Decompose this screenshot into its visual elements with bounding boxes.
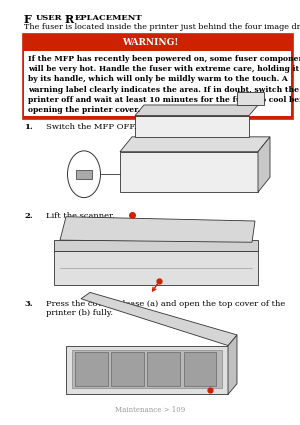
Text: Lift the scanner.: Lift the scanner. (46, 212, 115, 221)
Text: 1.: 1. (24, 123, 33, 131)
Polygon shape (135, 105, 258, 116)
Text: WARNING!: WARNING! (122, 38, 178, 47)
Text: 2.: 2. (24, 212, 33, 221)
FancyBboxPatch shape (120, 152, 258, 192)
Text: F: F (24, 14, 32, 25)
FancyBboxPatch shape (111, 352, 144, 386)
Polygon shape (54, 251, 258, 285)
FancyBboxPatch shape (135, 116, 249, 137)
Polygon shape (228, 335, 237, 394)
Text: 3.: 3. (24, 300, 33, 308)
FancyBboxPatch shape (147, 352, 180, 386)
Text: Switch the MFP OFF.: Switch the MFP OFF. (46, 123, 137, 131)
Polygon shape (258, 137, 270, 192)
Polygon shape (60, 217, 255, 242)
FancyBboxPatch shape (237, 92, 264, 105)
Text: Maintenance > 109: Maintenance > 109 (115, 406, 185, 414)
Text: R: R (64, 14, 74, 25)
Text: Press the cover release (a) and open the top cover of the printer (b) fully.: Press the cover release (a) and open the… (46, 300, 286, 317)
FancyBboxPatch shape (66, 346, 228, 394)
Polygon shape (81, 292, 237, 346)
FancyBboxPatch shape (22, 34, 292, 119)
Text: If the MFP has recently been powered on, some fuser components
will be very hot.: If the MFP has recently been powered on,… (28, 55, 300, 114)
FancyBboxPatch shape (75, 352, 108, 386)
Text: The fuser is located inside the printer just behind the four image drum units.: The fuser is located inside the printer … (24, 23, 300, 31)
Text: EPLACEMENT: EPLACEMENT (75, 14, 142, 23)
FancyBboxPatch shape (76, 170, 92, 178)
FancyBboxPatch shape (184, 352, 216, 386)
FancyBboxPatch shape (54, 240, 258, 251)
FancyBboxPatch shape (24, 51, 291, 116)
Polygon shape (120, 137, 270, 152)
Text: USER: USER (36, 14, 62, 23)
FancyBboxPatch shape (72, 350, 222, 388)
